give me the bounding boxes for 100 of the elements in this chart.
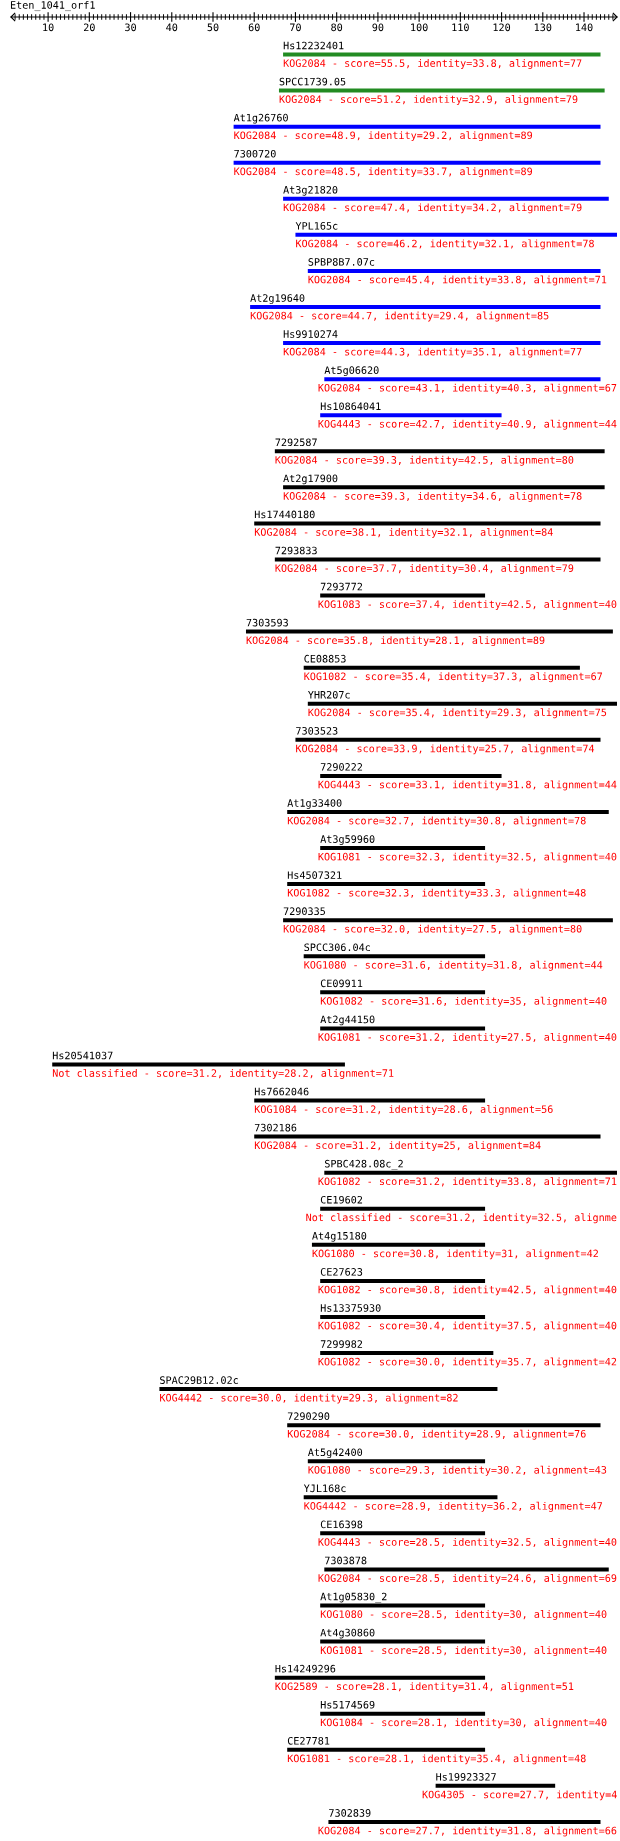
y-tick-label: Hs13375930	[320, 1304, 381, 1312]
annotation: KOG2084 - score=45.4, identity=33.8, alignment=71	[308, 275, 607, 286]
annotation: KOG1080 - score=31.6, identity=31.8, alignment=44	[304, 960, 603, 971]
annotation: KOG2084 - score=30.0, identity=28.9, alignment=76	[287, 1429, 586, 1440]
bar	[303, 665, 580, 670]
y-tick-label: At4g30860	[320, 1628, 375, 1639]
y-tick-label: CE08853	[304, 654, 346, 663]
annotation: KOG2084 - score=44.7, identity=29.4, alignment=85	[250, 311, 549, 322]
bar	[283, 341, 601, 346]
annotation: KOG4442 - score=28.9, identity=36.2, alignment=47	[304, 1501, 603, 1512]
annotation: KOG2084 - score=27.7, identity=31.8, alignment=66	[318, 1826, 617, 1837]
y-tick-label: Hs20541037	[52, 1051, 113, 1060]
x-tick-label: 20	[83, 23, 95, 32]
y-tick-label: 7290290	[287, 1412, 330, 1420]
bar	[287, 1747, 486, 1752]
annotation: KOG1083 - score=37.4, identity=42.5, alignment=40	[318, 600, 617, 611]
bar	[254, 521, 601, 526]
annotation: KOG2084 - score=48.5, identity=33.7, alignment=89	[234, 167, 533, 178]
annotation: KOG1082 - score=30.8, identity=42.5, alignment=40	[318, 1285, 617, 1296]
annotation: KOG1080 - score=28.5, identity=30, alignment=40	[320, 1610, 607, 1620]
y-tick-label: At3g21820	[283, 185, 338, 196]
y-tick-label: At2g17900	[283, 474, 338, 485]
y-tick-label: Hs14249296	[275, 1664, 336, 1673]
bar	[245, 629, 613, 634]
bar	[303, 954, 486, 959]
bar	[274, 449, 605, 454]
annotation: Not classified - score=31.2, identity=32.5, alignme	[306, 1213, 617, 1224]
annotation: KOG2084 - score=32.7, identity=30.8, alignment=78	[287, 816, 586, 827]
y-tick-label: Hs17440180	[254, 510, 315, 519]
annotation: KOG1081 - score=28.1, identity=35.4, alignment=48	[287, 1754, 586, 1765]
y-tick-label: 7302186	[254, 1123, 297, 1132]
annotation: KOG2084 - score=32.0, identity=27.5, alignment=80	[283, 924, 582, 935]
y-tick-label: YHR207c	[308, 690, 350, 699]
bar	[320, 1314, 486, 1319]
annotation: KOG2084 - score=33.9, identity=25.7, alignment=74	[296, 744, 595, 755]
y-tick-label: YPL165c	[295, 222, 338, 230]
x-tick-label: 90	[372, 23, 384, 32]
x-tick-label: 110	[452, 23, 469, 32]
y-tick-label: 7302839	[329, 1809, 371, 1817]
y-tick-label: CE27781	[287, 1736, 330, 1745]
y-tick-label: At1g26760	[233, 113, 288, 124]
bar	[274, 1675, 486, 1680]
annotation: KOG1084 - score=31.2, identity=28.6, alignment=56	[254, 1105, 553, 1116]
bar	[435, 1783, 556, 1788]
bar	[287, 882, 486, 887]
y-tick-label: 7303593	[246, 618, 288, 627]
annotation: KOG2084 - score=31.2, identity=25, alignment=84	[254, 1141, 541, 1152]
y-tick-label: 7290335	[283, 907, 325, 916]
annotation: KOG2084 - score=28.5, identity=24.6, alignment=69	[318, 1573, 617, 1584]
bar	[320, 1531, 486, 1536]
bar	[320, 846, 486, 851]
bar	[250, 304, 601, 309]
annotation: KOG2084 - score=39.3, identity=42.5, alignment=80	[275, 455, 574, 466]
bar	[283, 196, 609, 201]
annotation: KOG1080 - score=29.3, identity=30.2, alignment=43	[308, 1465, 607, 1476]
annotation: KOG4305 - score=27.7, identity=4	[422, 1790, 617, 1801]
annotation: KOG2084 - score=55.5, identity=33.8, alignment=77	[283, 59, 582, 69]
annotation: KOG1081 - score=28.5, identity=30, alignment=40	[320, 1646, 607, 1657]
x-tick-label: 10	[43, 23, 54, 32]
y-tick-label: 7300720	[234, 149, 276, 158]
annotation: KOG4443 - score=33.1, identity=31.8, alignment=44	[318, 780, 617, 791]
y-tick-label: Hs10864041	[320, 402, 381, 411]
annotation: KOG2589 - score=28.1, identity=31.4, alignment=51	[275, 1682, 574, 1693]
y-tick-label: 7303878	[324, 1556, 367, 1565]
x-tick-label: 30	[125, 23, 136, 32]
annotation: KOG1082 - score=30.4, identity=37.5, alignment=40	[318, 1321, 617, 1332]
y-tick-label: SPBP8B7.07c	[308, 258, 375, 266]
y-tick-label: At1g33400	[287, 799, 342, 809]
annotation: KOG2084 - score=38.1, identity=32.1, alignment=84	[254, 527, 553, 538]
bar	[287, 1423, 601, 1428]
bar	[274, 557, 601, 562]
annotation: KOG2084 - score=37.7, identity=30.4, alignment=79	[275, 564, 574, 574]
y-tick-label: 7299982	[320, 1340, 363, 1348]
y-tick-label: 7293772	[320, 582, 363, 591]
y-tick-label: At2g44150	[320, 1015, 375, 1026]
annotation: KOG1082 - score=35.4, identity=37.3, alignment=67	[304, 672, 603, 683]
bar	[320, 1603, 486, 1608]
bar	[320, 1206, 486, 1211]
x-tick-label: 50	[207, 23, 219, 32]
bar	[320, 1351, 494, 1356]
x-tick-label: 40	[166, 23, 178, 32]
x-tick-label: 70	[290, 23, 301, 32]
y-tick-label: At5g42400	[308, 1448, 363, 1459]
y-tick-label: CE16398	[320, 1520, 363, 1529]
y-tick-label: CE09911	[320, 979, 363, 988]
bar	[52, 1062, 345, 1067]
y-tick-label: SPCC306.04c	[304, 943, 370, 952]
y-tick-label: CE27623	[320, 1268, 363, 1276]
x-tick-label: 100	[411, 23, 428, 32]
bar	[320, 1639, 486, 1644]
y-tick-label: At1g05830_2	[320, 1592, 387, 1603]
y-tick-label: 7303523	[296, 727, 338, 735]
bar	[311, 1242, 486, 1247]
bar	[320, 1711, 486, 1716]
y-tick-label: At4g15180	[312, 1231, 367, 1242]
annotation: KOG2084 - score=48.9, identity=29.2, alignment=89	[234, 131, 533, 142]
y-tick-label: 7290222	[320, 763, 363, 771]
y-tick-label: Hs12232401	[283, 41, 344, 50]
annotation: KOG1081 - score=32.3, identity=32.5, alignment=40	[318, 852, 617, 863]
bar	[295, 737, 601, 742]
